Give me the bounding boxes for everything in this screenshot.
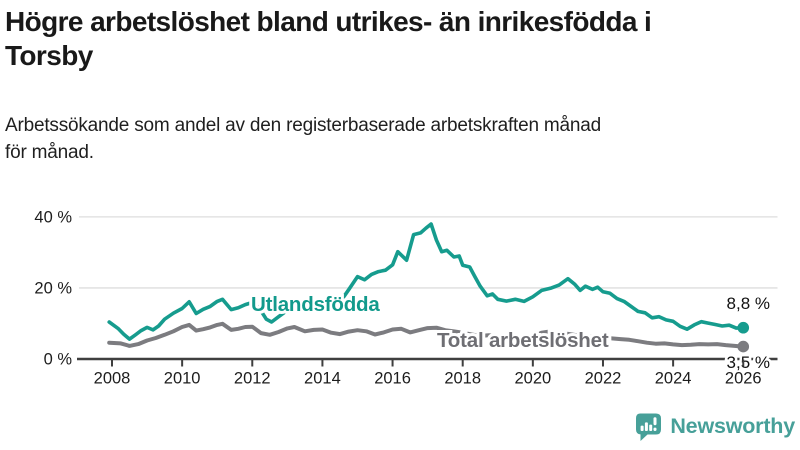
x-tick-label-2012: 2012 <box>234 370 271 388</box>
series-line-total <box>107 321 746 349</box>
x-tick-label-2018: 2018 <box>444 370 481 388</box>
y-tick-label-20: 20 % <box>34 279 72 297</box>
unemployment-line-chart: Total arbetslöshet Utlandsfödda 3,5 % 8,8 %… <box>0 195 800 410</box>
x-tick-label-2020: 2020 <box>514 370 551 388</box>
y-tick-label-0: 0 % <box>44 351 73 369</box>
newsworthy-logo: Newsworthy <box>633 409 795 443</box>
title-line-1: Högre arbetslöshet bland utrikes- än inr… <box>5 6 652 37</box>
page-title: Högre arbetslöshet bland utrikes- än inr… <box>5 5 797 72</box>
end-value-label-utlandsfodda: 8,8 % <box>727 294 770 313</box>
end-value-label-total: 3,5 % <box>727 353 770 372</box>
x-tick-label-2016: 2016 <box>374 370 411 388</box>
title-line-2: Torsby <box>5 39 93 71</box>
x-tick-label-2024: 2024 <box>655 370 692 388</box>
series-label-total: Total arbetslöshet <box>437 329 609 352</box>
series-line-utlandsfodda <box>107 222 746 341</box>
end-dot-total <box>737 340 750 353</box>
x-tick-label-2010: 2010 <box>164 370 201 388</box>
newsworthy-wordmark: Newsworthy <box>670 413 795 438</box>
subtitle-line-2: för månad. <box>5 141 94 163</box>
end-dot-utlandsfodda <box>737 321 750 334</box>
x-tick-label-2014: 2014 <box>304 370 341 388</box>
x-tick-label-2022: 2022 <box>585 370 622 388</box>
bar-chart-speech-bubble-icon <box>636 413 662 441</box>
series-label-utlandsfodda: Utlandsfödda <box>251 293 380 316</box>
y-tick-label-40: 40 % <box>34 208 72 226</box>
x-tick-label-2008: 2008 <box>94 370 131 388</box>
chart-subtitle: Arbetssökande som andel av den registerb… <box>5 113 797 167</box>
subtitle-line-1: Arbetssökande som andel av den registerb… <box>5 115 602 136</box>
chart-canvas: Total arbetslöshet Utlandsfödda 3,5 % 8,8 %… <box>34 208 778 388</box>
x-tick-label-2026: 2026 <box>725 370 762 388</box>
